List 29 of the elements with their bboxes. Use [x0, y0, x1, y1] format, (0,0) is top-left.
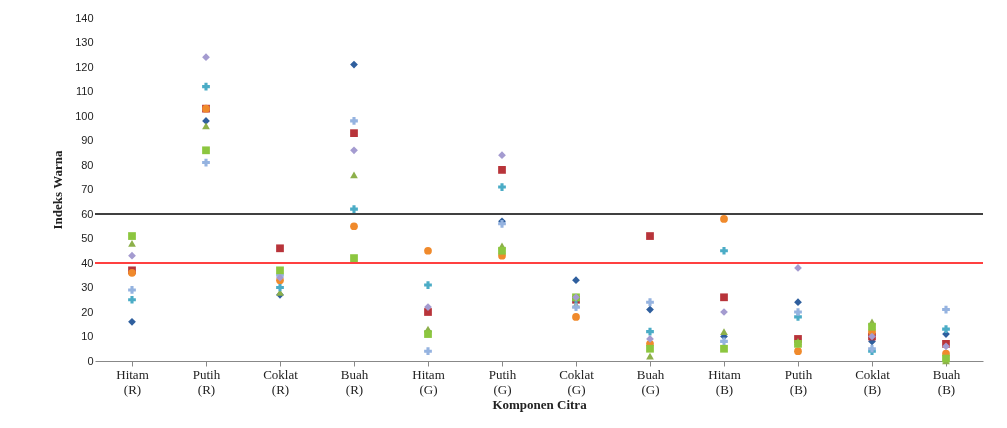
- x-tick-label: Buah (B): [932, 366, 961, 397]
- x-tick-label: Buah (R): [340, 366, 369, 397]
- x-tick-label: Putih (B): [784, 366, 813, 397]
- y-tick-label: 40: [81, 256, 94, 269]
- y-tick-label: 30: [81, 281, 94, 293]
- x-tick-label: Putih (R): [192, 366, 221, 397]
- y-tick-label: 50: [81, 232, 94, 244]
- y-tick-label: 110: [75, 85, 94, 97]
- x-tick-label: Buah (G): [636, 366, 665, 397]
- y-tick-label: 80: [81, 158, 94, 171]
- x-tick-label: Coklat (R): [263, 366, 299, 397]
- y-tick-label: 120: [75, 60, 94, 73]
- x-tick-label: Coklat (B): [855, 366, 891, 397]
- y-tick-label: 10: [81, 330, 94, 342]
- x-tick-label: Coklat (G): [559, 366, 595, 397]
- y-tick-label: 100: [75, 109, 94, 122]
- y-tick-label: 140: [75, 11, 94, 24]
- y-tick-label: 130: [75, 36, 94, 48]
- y-axis-title: Indeks Warna: [50, 150, 66, 230]
- y-tick-label: 60: [81, 207, 94, 220]
- y-tick-label: 0: [87, 354, 94, 367]
- y-tick-label: 20: [81, 305, 94, 318]
- x-tick-label: Hitam (B): [708, 366, 741, 397]
- x-tick-label: Hitam (G): [412, 366, 445, 397]
- x-tick-label: Putih (G): [488, 366, 517, 397]
- y-tick-label: 70: [81, 183, 94, 195]
- y-tick-label: 90: [81, 134, 94, 146]
- x-axis-title: Komponen Citra: [492, 396, 588, 412]
- x-tick-label: Hitam (R): [116, 366, 149, 397]
